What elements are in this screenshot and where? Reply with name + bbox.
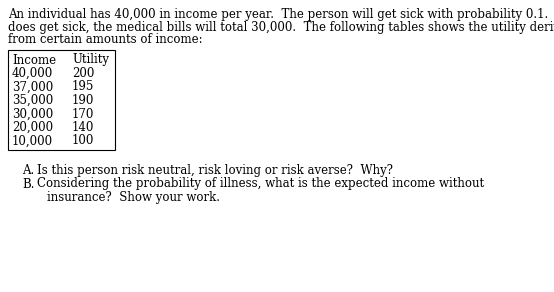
Text: 40,000: 40,000 <box>12 67 53 80</box>
Text: B.: B. <box>22 178 34 190</box>
Text: Utility: Utility <box>72 53 109 67</box>
Text: 20,000: 20,000 <box>12 121 53 134</box>
Text: 170: 170 <box>72 107 94 121</box>
Bar <box>8 50 115 150</box>
Text: 195: 195 <box>72 81 94 93</box>
Text: Is this person risk neutral, risk loving or risk averse?  Why?: Is this person risk neutral, risk loving… <box>37 164 393 177</box>
Text: 10,000: 10,000 <box>12 135 53 147</box>
Text: An individual has 40,000 in income per year.  The person will get sick with prob: An individual has 40,000 in income per y… <box>8 8 554 21</box>
Text: Considering the probability of illness, what is the expected income without: Considering the probability of illness, … <box>37 178 484 190</box>
Text: insurance?  Show your work.: insurance? Show your work. <box>47 191 220 204</box>
Text: 140: 140 <box>72 121 94 134</box>
Text: 37,000: 37,000 <box>12 81 53 93</box>
Text: 30,000: 30,000 <box>12 107 53 121</box>
Text: does get sick, the medical bills will total 30,000.  The following tables shows : does get sick, the medical bills will to… <box>8 20 554 34</box>
Text: from certain amounts of income:: from certain amounts of income: <box>8 33 203 46</box>
Text: 35,000: 35,000 <box>12 94 53 107</box>
Text: 200: 200 <box>72 67 94 80</box>
Text: Income: Income <box>12 53 56 67</box>
Text: 190: 190 <box>72 94 94 107</box>
Text: A.: A. <box>22 164 34 177</box>
Text: 100: 100 <box>72 135 94 147</box>
